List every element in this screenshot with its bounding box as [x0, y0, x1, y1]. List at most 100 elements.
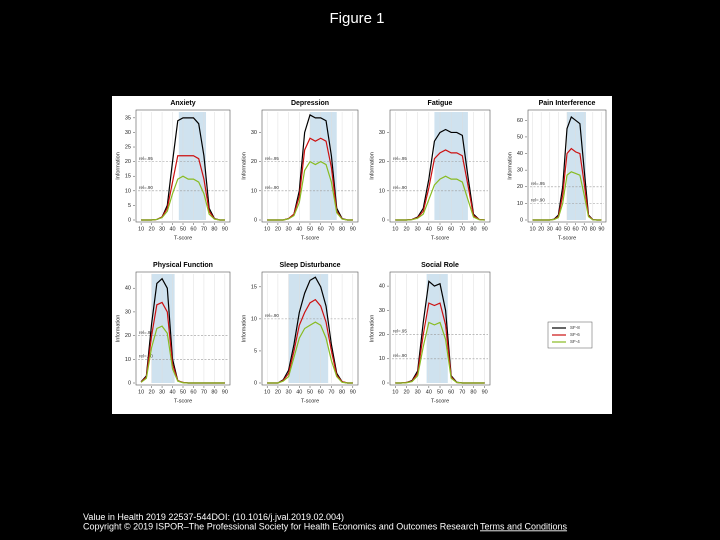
x-tick-label: 80 — [339, 226, 345, 232]
x-tick-label: 20 — [149, 226, 155, 232]
x-tick-label: 50 — [437, 226, 443, 232]
reliability-label: rel=.90 — [393, 353, 407, 358]
y-tick-label: 35 — [125, 115, 131, 121]
x-tick-label: 50 — [180, 226, 186, 232]
x-tick-label: 90 — [222, 226, 228, 232]
reliability-label: rel=.95 — [139, 330, 153, 335]
plot-frame — [135, 271, 231, 386]
x-tick-label: 30 — [286, 226, 292, 232]
x-tick-label: 60 — [318, 389, 324, 395]
x-tick-label: 80 — [470, 389, 476, 395]
chart-title: Fatigue — [428, 100, 453, 107]
y-tick-label: 30 — [125, 309, 131, 315]
y-axis-label: Information — [507, 152, 513, 180]
x-axis-label: T-score — [174, 235, 192, 241]
x-tick-label: 60 — [573, 226, 579, 232]
y-tick-label: 20 — [379, 159, 385, 165]
plot-frame — [389, 109, 491, 223]
y-tick-label: 30 — [379, 308, 385, 314]
x-tick-label: 70 — [581, 226, 587, 232]
y-tick-label: 40 — [379, 284, 385, 290]
x-tick-label: 90 — [482, 226, 488, 232]
reliability-label: rel=.95 — [393, 329, 407, 334]
y-axis-label: Information — [369, 315, 375, 343]
y-tick-label: 10 — [379, 188, 385, 194]
legend-label: SF-4 — [570, 339, 580, 344]
y-tick-label: 30 — [125, 130, 131, 136]
series-line — [267, 321, 353, 384]
x-tick-label: 20 — [538, 226, 544, 232]
y-tick-label: 0 — [254, 380, 257, 386]
copyright: Copyright © 2019 ISPOR–The Professional … — [83, 521, 478, 531]
x-tick-label: 80 — [211, 226, 217, 232]
x-tick-label: 60 — [190, 226, 196, 232]
reliability-label: rel=.90 — [139, 185, 153, 190]
x-tick-label: 90 — [222, 389, 228, 395]
x-tick-label: 20 — [403, 226, 409, 232]
x-tick-label: 50 — [307, 226, 313, 232]
x-axis-label: T-score — [431, 235, 449, 241]
x-tick-label: 30 — [286, 389, 292, 395]
y-tick-label: 10 — [517, 201, 523, 207]
shaded-band — [426, 274, 448, 383]
reliability-label: rel=.95 — [265, 156, 279, 161]
y-tick-label: 30 — [379, 130, 385, 136]
chart: Sleep Disturbance 10 20 30 40 50 60 70 80 90 0 5 10 1… — [241, 262, 359, 404]
reliability-label: rel=.90 — [393, 185, 407, 190]
x-axis-label: T-score — [301, 398, 319, 404]
series-line — [532, 171, 602, 221]
x-tick-label: 90 — [350, 226, 356, 232]
chart: Social Role 10 20 30 40 50 60 70 80 90 0 10 20 30 40 re… — [369, 262, 593, 404]
y-tick-label: 5 — [254, 348, 257, 354]
chart-title: Social Role — [421, 262, 459, 269]
x-tick-label: 50 — [564, 226, 570, 232]
plot-frame — [261, 271, 359, 386]
y-tick-label: 40 — [517, 151, 523, 157]
x-tick-label: 80 — [470, 226, 476, 232]
x-axis-label: T-score — [558, 235, 576, 241]
x-tick-label: 40 — [426, 389, 432, 395]
x-tick-label: 30 — [415, 389, 421, 395]
x-tick-label: 10 — [264, 389, 270, 395]
series-line — [267, 160, 353, 221]
x-tick-label: 10 — [264, 226, 270, 232]
x-tick-label: 70 — [201, 226, 207, 232]
x-axis-label: T-score — [431, 398, 449, 404]
x-tick-label: 60 — [190, 389, 196, 395]
x-tick-label: 20 — [275, 226, 281, 232]
y-tick-label: 10 — [125, 188, 131, 194]
chart: Fatigue 10 20 30 40 50 60 70 80 90 0 10 20 30 rel=.95 r… — [369, 100, 491, 241]
x-tick-label: 90 — [482, 389, 488, 395]
x-axis-label: T-score — [174, 398, 192, 404]
y-tick-label: 0 — [128, 380, 131, 386]
terms-text[interactable]: Terms and Conditions — [480, 521, 568, 531]
x-tick-label: 40 — [426, 226, 432, 232]
x-tick-label: 30 — [547, 226, 553, 232]
reliability-label: rel=.95 — [393, 156, 407, 161]
y-tick-label: 5 — [128, 203, 131, 209]
y-tick-label: 30 — [251, 130, 257, 136]
y-tick-label: 10 — [379, 356, 385, 362]
x-tick-label: 20 — [149, 389, 155, 395]
x-tick-label: 40 — [169, 389, 175, 395]
chart-title: Physical Function — [153, 262, 213, 269]
plot-frame — [527, 109, 607, 223]
x-tick-label: 70 — [459, 389, 465, 395]
x-tick-label: 70 — [201, 389, 207, 395]
y-tick-label: 20 — [251, 159, 257, 165]
x-tick-label: 60 — [448, 389, 454, 395]
reliability-label: rel=.90 — [265, 185, 279, 190]
chart-title: Sleep Disturbance — [279, 262, 340, 269]
x-tick-label: 60 — [448, 226, 454, 232]
y-axis-label: Information — [369, 152, 375, 180]
x-tick-label: 40 — [169, 226, 175, 232]
terms-link[interactable]: Terms and Conditions — [480, 521, 568, 531]
x-tick-label: 50 — [307, 389, 313, 395]
y-axis-label: Information — [241, 152, 247, 180]
y-tick-label: 20 — [125, 333, 131, 339]
x-tick-label: 10 — [392, 226, 398, 232]
reliability-label: rel=.90 — [531, 198, 545, 203]
plot-frame — [135, 109, 231, 223]
y-tick-label: 50 — [517, 134, 523, 140]
